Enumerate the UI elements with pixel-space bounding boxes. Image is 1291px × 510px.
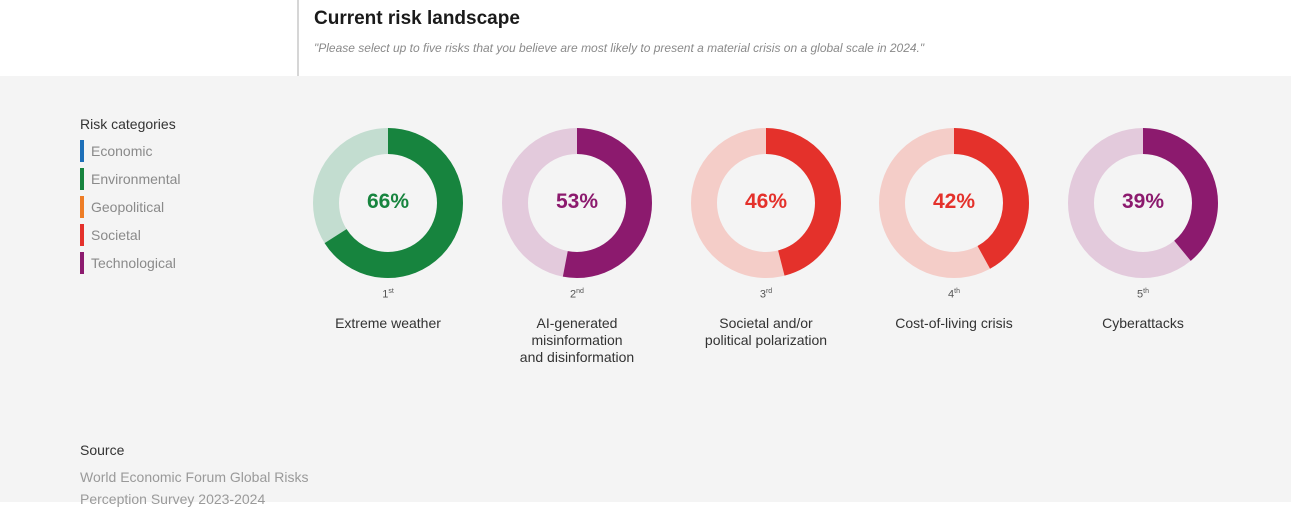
source-block: Source World Economic Forum Global Risks… xyxy=(80,442,308,510)
rank-suffix-2: nd xyxy=(576,288,584,295)
donut-arc-2 xyxy=(502,128,652,278)
legend-title: Risk categories xyxy=(80,116,176,132)
header: Current risk landscape "Please select up… xyxy=(0,0,1291,76)
value-label-2: 53% xyxy=(555,190,599,213)
source-line-1: World Economic Forum Global Risks xyxy=(80,469,309,485)
rank-label-4: 4th xyxy=(874,288,1034,301)
value-label-1: 66% xyxy=(366,190,410,213)
legend-swatch-societal xyxy=(80,224,84,246)
legend-item-economic: Economic xyxy=(80,140,176,168)
donut-arc-5 xyxy=(1068,128,1218,278)
legend-swatch-environmental xyxy=(80,168,84,190)
page-subtitle: "Please select up to five risks that you… xyxy=(314,41,925,55)
donut-svg-2 xyxy=(502,128,652,278)
header-divider xyxy=(297,0,299,76)
donut-chart-3: 46% 3rd Societal and/or political polari… xyxy=(686,126,846,386)
legend-item-environmental: Environmental xyxy=(80,168,181,196)
legend-swatch-technological xyxy=(80,252,84,274)
legend-item-geopolitical: Geopolitical xyxy=(80,196,176,224)
risk-label-4: Cost-of-living crisis xyxy=(895,315,1013,331)
page-title: Current risk landscape xyxy=(314,8,520,29)
donut-svg-1 xyxy=(313,128,463,278)
rank-number-3: 3 xyxy=(759,288,766,301)
donut-chart-4: 42% 4th Cost-of-living crisis xyxy=(874,126,1034,386)
rank-suffix-5: th xyxy=(1143,288,1149,295)
donut-chart-2: 53% 2nd AI-generated misinformation and … xyxy=(497,126,657,386)
rank-label-2: 2nd xyxy=(497,288,657,301)
rank-number-5: 5 xyxy=(1137,288,1144,301)
donut-svg-4 xyxy=(879,128,1029,278)
legend-swatch-economic xyxy=(80,140,84,162)
rank-label-5: 5th xyxy=(1063,288,1223,301)
rank-number-4: 4 xyxy=(948,288,955,301)
source-line-2: Perception Survey 2023-2024 xyxy=(80,491,266,507)
legend-swatch-geopolitical xyxy=(80,196,84,218)
legend-label-technological: Technological xyxy=(91,255,176,271)
donut-arc-4 xyxy=(879,128,1029,278)
rank-number-1: 1 xyxy=(382,288,389,301)
donut-chart-5: 39% 5th Cyberattacks xyxy=(1063,126,1223,386)
legend-item-technological: Technological xyxy=(80,252,176,280)
legend-label-economic: Economic xyxy=(91,143,153,159)
legend-item-societal: Societal xyxy=(80,224,176,252)
legend: Risk categories Economic Environmental G… xyxy=(80,116,181,280)
legend-label-environmental: Environmental xyxy=(91,171,181,187)
rank-label-1: 1st xyxy=(308,288,468,301)
rank-number-2: 2 xyxy=(570,288,577,301)
source-title: Source xyxy=(80,442,125,458)
risk-label-2: AI-generated misinformation and disinfor… xyxy=(519,315,635,365)
donut-chart-1: 66% 1st Extreme weather xyxy=(308,126,468,386)
legend-label-geopolitical: Geopolitical xyxy=(91,199,165,215)
donut-svg-5 xyxy=(1068,128,1218,278)
risk-label-5: Cyberattacks xyxy=(1102,315,1184,331)
value-label-3: 46% xyxy=(744,190,788,213)
rank-suffix-4: th xyxy=(954,288,960,295)
rank-suffix-1: st xyxy=(388,288,394,295)
rank-suffix-3: rd xyxy=(765,288,773,295)
rank-label-3: 3rd xyxy=(686,288,846,301)
legend-label-societal: Societal xyxy=(91,227,141,243)
chart-panel: Risk categories Economic Environmental G… xyxy=(0,76,1291,507)
value-label-5: 39% xyxy=(1121,190,1165,213)
risk-label-3: Societal and/or political polarization xyxy=(704,315,828,348)
risk-label-1: Extreme weather xyxy=(335,315,441,331)
donut-svg-3 xyxy=(691,128,841,278)
value-label-4: 42% xyxy=(932,190,976,213)
donut-arc-3 xyxy=(691,128,841,278)
donut-arc-1 xyxy=(313,128,463,278)
